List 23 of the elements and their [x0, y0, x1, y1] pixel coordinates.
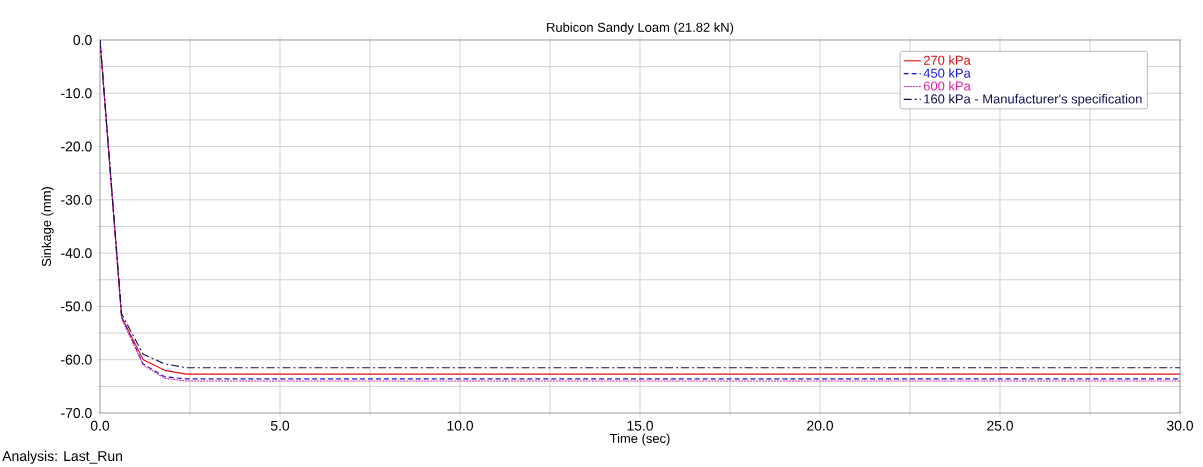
chart-title: Rubicon Sandy Loam (21.82 kN) [547, 22, 734, 35]
y-tick-label: -50.0 [61, 301, 92, 312]
y-tick-label: -20.0 [61, 141, 92, 152]
x-tick-label: 5.0 [270, 420, 290, 431]
y-tick-label: -60.0 [61, 354, 92, 365]
text: Analysis: Last_Run [2, 450, 122, 464]
legend-label: 450 kPa [923, 68, 971, 78]
x-tick-label: 10.0 [447, 420, 474, 431]
x-tick-label: 25.0 [987, 420, 1014, 431]
x-tick-label: 20.0 [807, 420, 834, 431]
legend-label: 270 kPa [923, 55, 971, 65]
y-tick-label: -10.0 [61, 88, 92, 99]
y-tick-label: -40.0 [61, 248, 92, 259]
x-tick-label: 0.0 [90, 420, 110, 431]
y-axis-title: Sinkage (mm) [41, 187, 54, 267]
legend-label: 160 kPa - Manufacturer's specification [924, 93, 1142, 107]
x-axis-title: Time (sec) [609, 433, 670, 446]
x-tick-label: 30.0 [1166, 420, 1194, 431]
y-tick-label: -70.0 [61, 408, 92, 418]
x-tick-label: 15.0 [627, 420, 654, 431]
y-tick-label: 0.0 [73, 35, 92, 45]
legend-label: 600 kPa [923, 81, 971, 91]
y-tick-label: -30.0 [61, 194, 92, 205]
